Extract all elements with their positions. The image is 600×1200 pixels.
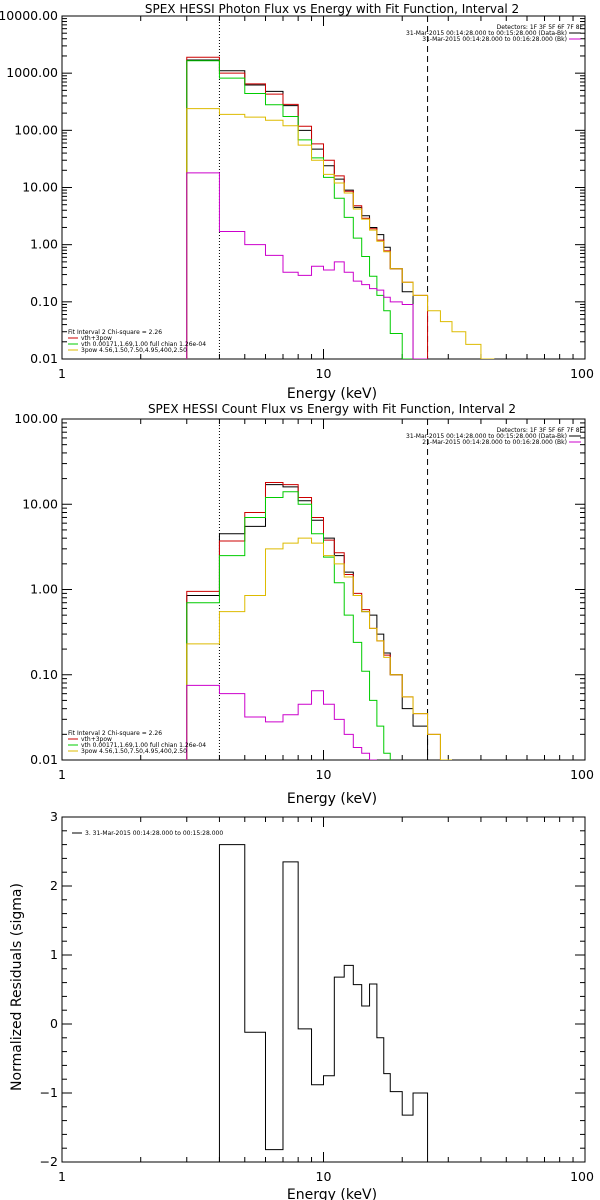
photon-series-bk (186, 172, 428, 359)
count-x-tick-label: 100 (570, 767, 594, 782)
count-plot-area: 1 10 100 0.01 0.10 1.00 10.00 100.00 Detectors: … (14, 411, 594, 782)
photon-y-tick-label: 10000.00 (0, 8, 58, 23)
resid-y-tick-label: −1 (40, 1085, 58, 1100)
photon-series-data-bk (186, 59, 428, 359)
resid-data-layer (218, 844, 429, 1162)
count-legend-entry: 21-Mar-2015 00:14:28.000 to 00:16:28.000… (422, 439, 567, 446)
count-series-3pow (186, 537, 452, 760)
photon-legend-entry: 3pow 4.56,1.50,7.50,4.95,400,2.50 (81, 347, 187, 354)
photon-y-tick-label: 1000.00 (6, 65, 58, 80)
photon-y-tick-label: 100.00 (14, 122, 58, 137)
residuals-xlabel: Energy (keV) (287, 1187, 377, 1200)
count-legend-entry: 31-Mar-2015 00:14:28.000 to 00:15:28.000… (406, 433, 567, 440)
count-flux-panel: SPEX HESSI Count Flux vs Energy with Fit… (148, 402, 516, 807)
photon-flux-panel: SPEX HESSI Photon Flux vs Energy with Fi… (145, 2, 519, 402)
count-series-data-bk (186, 484, 441, 760)
photon-plot-area: 1 10 100 0.01 0.10 1.00 10.00 100.00 1000.00 1000… (0, 8, 594, 381)
photon-x-tick-label: 1 (58, 366, 66, 381)
photon-y-tick-label: 10.00 (22, 180, 58, 195)
residuals-ylabel: Normalized Residuals (sigma) (9, 883, 25, 1091)
resid-x-tick-label: 100 (570, 1169, 594, 1184)
resid-y-tick-label: 0 (50, 1016, 58, 1031)
photon-y-tick-label: 0.10 (30, 294, 58, 309)
resid-y-tick-label: 1 (50, 947, 58, 962)
photon-y-tick-label: 1.00 (30, 237, 58, 252)
count-y-tick-label: 100.00 (14, 411, 58, 426)
photon-x-tick-label: 10 (316, 366, 332, 381)
photon-legend-entry: Fit Interval 2 Chi-square = 2.26 (68, 329, 162, 336)
resid-legend-entry: 3. 31-Mar-2015 00:14:28.000 to 00:15:28.… (85, 830, 223, 837)
count-x-tick-label: 1 (58, 767, 66, 782)
resid-y-tick-label: −2 (40, 1154, 58, 1169)
count-flux-title: SPEX HESSI Count Flux vs Energy with Fit… (148, 402, 516, 416)
count-series-vth (186, 491, 391, 760)
count-series-vth-3pow (186, 481, 441, 760)
count-x-tick-label: 10 (316, 767, 332, 782)
photon-legend-entry: vth 0.00171,1.69,1.00 full chian 1.26e-0… (81, 341, 206, 348)
photon-x-tick-label: 100 (570, 366, 594, 381)
resid-y-tick-label: 3 (50, 809, 58, 824)
count-legend-entry: Detectors: 1F 3F 5F 6F 7F 8F (497, 427, 584, 434)
photon-axes-frame (61, 15, 586, 360)
count-legend-entry: Fit Interval 2 Chi-square = 2.26 (68, 730, 162, 737)
count-data-layer (186, 419, 452, 760)
photon-data-layer (186, 16, 495, 359)
count-y-tick-label: 0.01 (30, 752, 58, 767)
photon-flux-title: SPEX HESSI Photon Flux vs Energy with Fi… (145, 2, 519, 16)
count-flux-xlabel: Energy (keV) (287, 791, 377, 807)
photon-series-vth-3pow (186, 56, 429, 359)
count-y-tick-label: 10.00 (22, 496, 58, 511)
photon-series-3pow (186, 108, 495, 359)
photon-series-vth (186, 60, 414, 359)
photon-legend-entry: 31-Mar-2015 00:14:28.000 to 00:16:28.000… (422, 36, 567, 43)
resid-y-tick-label: 2 (50, 878, 58, 893)
resid-plot-area: 1 10 100 −2 −1 0 1 2 3 3. 31-Mar-2015 00:14:28.00… (40, 809, 594, 1184)
count-legend-entry: 3pow 4.56,1.50,7.50,4.95,400,2.50 (81, 748, 187, 755)
count-legend-entry: vth 0.00171,1.69,1.00 full chian 1.26e-0… (81, 742, 206, 749)
resid-axes-frame (61, 816, 586, 1163)
resid-x-tick-label: 1 (58, 1169, 66, 1184)
resid-series-residual (218, 844, 429, 1162)
residuals-panel: Energy (keV) Normalized Residuals (sigma… (9, 883, 377, 1200)
count-y-tick-label: 1.00 (30, 582, 58, 597)
count-series-bk (186, 684, 377, 760)
count-legend-entry: vth+3pow (81, 736, 112, 743)
photon-legend-entry: Detectors: 1F 3F 5F 6F 7F 8F (497, 24, 584, 31)
photon-y-tick-label: 0.01 (30, 351, 58, 366)
photon-flux-xlabel: Energy (keV) (287, 386, 377, 402)
count-y-tick-label: 0.10 (30, 667, 58, 682)
photon-legend-entry: vth+3pow (81, 335, 112, 342)
resid-x-tick-label: 10 (316, 1169, 332, 1184)
count-axes-frame (61, 418, 586, 761)
photon-legend-entry: 31-Mar-2015 00:14:28.000 to 00:15:28.000… (406, 30, 567, 37)
